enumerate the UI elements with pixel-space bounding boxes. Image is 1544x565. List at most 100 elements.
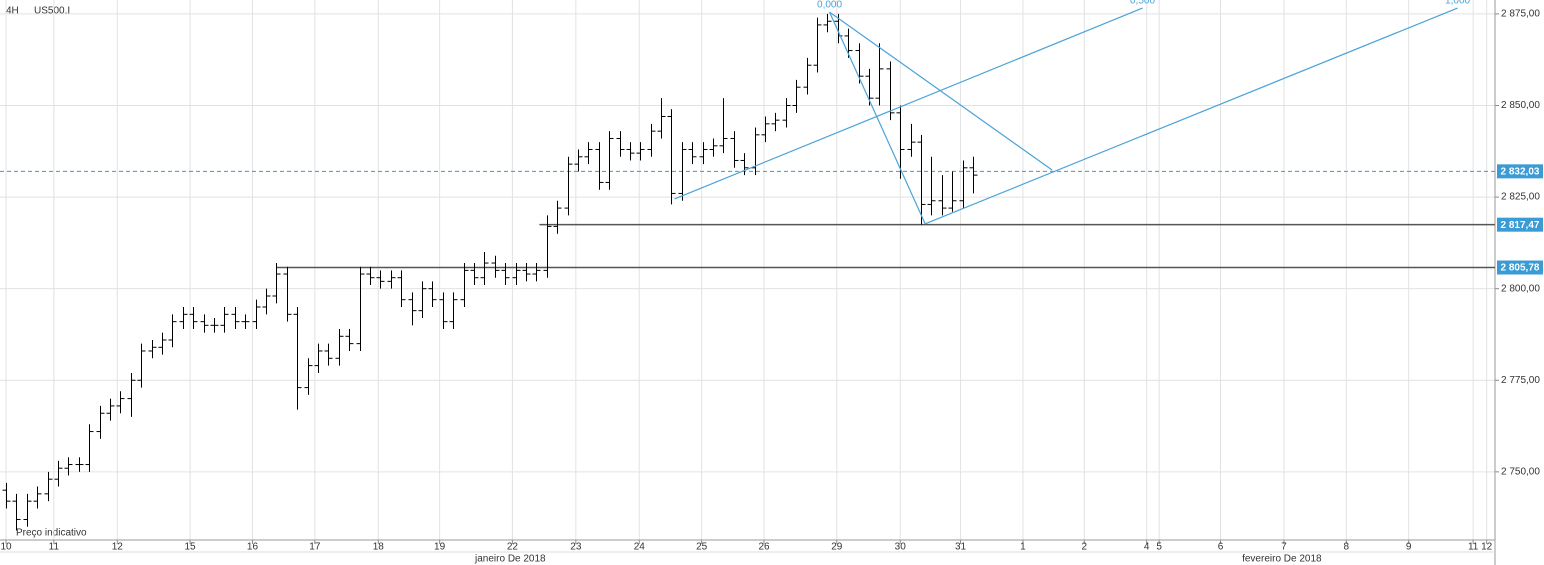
ohlc-bar: [33, 486, 42, 509]
ohlc-bar: [96, 405, 105, 439]
ohlc-bar: [491, 255, 500, 278]
x-tick-label: 24: [634, 542, 646, 553]
ohlc-bar: [470, 263, 479, 286]
ohlc-bar: [532, 263, 541, 282]
ohlc-bar: [44, 471, 53, 502]
ohlc-bar: [823, 13, 832, 33]
ohlc-bar: [137, 343, 146, 388]
x-tick-label: 23: [570, 542, 582, 553]
price-label-box: [1497, 217, 1543, 232]
ohlc-bar: [460, 263, 469, 308]
ohlc-bar: [969, 156, 978, 194]
ohlc-bar: [917, 134, 926, 225]
ohlc-bar: [636, 142, 645, 161]
ohlc-bar: [543, 215, 552, 278]
ohlc-bar: [959, 160, 968, 209]
ohlc-bar: [761, 116, 770, 143]
ohlc-bar: [678, 142, 687, 201]
price-label: 2 817,47: [1501, 220, 1540, 231]
x-tick-label: 19: [434, 542, 446, 553]
ohlc-bar: [168, 314, 177, 348]
ohlc-bar: [397, 270, 406, 308]
ohlc-bar: [938, 175, 947, 216]
ohlc-bar: [657, 98, 666, 139]
ohlc-bar: [907, 123, 916, 157]
trend-line: [674, 7, 1143, 200]
ohlc-bar: [210, 317, 219, 333]
ohlc-bar: [85, 424, 94, 472]
ohlc-bar: [626, 142, 635, 161]
ohlc-bar: [324, 343, 333, 366]
x-tick-label: 31: [955, 542, 967, 553]
fib-label: 0,000: [817, 0, 842, 11]
price-label-box: [1497, 260, 1543, 275]
ohlc-bar: [574, 149, 583, 172]
ohlc-bar: [106, 398, 115, 421]
ohlc-bar: [418, 281, 427, 318]
ohlc-bar: [522, 263, 531, 282]
ohlc-bar: [605, 131, 614, 190]
ohlc-bar: [803, 57, 812, 95]
ohlc-bar: [927, 156, 936, 216]
ohlc-bar: [709, 138, 718, 157]
y-tick-label: 2 750,00: [1501, 466, 1540, 477]
note: Preço indicativo: [16, 528, 87, 539]
x-tick-label: 6: [1218, 542, 1224, 553]
ohlc-bar: [23, 493, 32, 527]
ohlc-bar: [335, 328, 344, 366]
ohlc-bar: [252, 299, 261, 329]
ohlc-bar: [387, 270, 396, 289]
ohlc-bar: [54, 460, 63, 487]
x-tick-label: 16: [247, 542, 259, 553]
ohlc-bar: [512, 263, 521, 286]
symbol: US500.I: [34, 6, 70, 17]
ohlc-bar: [896, 105, 905, 179]
timeframe: 4H: [6, 6, 19, 17]
ohlc-bar: [127, 372, 136, 417]
x-tick-label: 18: [373, 542, 385, 553]
trend-line: [828, 11, 926, 225]
trend-line: [829, 11, 1053, 171]
ohlc-bar: [75, 457, 84, 472]
ohlc-bar: [179, 307, 188, 329]
ohlc-bar: [647, 123, 656, 157]
ohlc-bar: [480, 252, 489, 286]
ohlc-bar: [948, 171, 957, 212]
x-tick-label: 7: [1281, 542, 1287, 553]
ohlc-bar: [200, 314, 209, 333]
ohlc-bar: [813, 17, 822, 73]
ohlc-bar: [699, 142, 708, 165]
ohlc-bar: [616, 131, 625, 157]
ohlc-bar: [241, 314, 250, 329]
ohlc-bar: [64, 457, 73, 476]
y-tick-label: 2 825,00: [1501, 192, 1540, 203]
ohlc-bar: [667, 109, 676, 205]
ohlc-bar: [220, 307, 229, 333]
ohlc-bar: [356, 266, 365, 351]
x-tick-label: 11: [1468, 542, 1479, 553]
ohlc-bar: [408, 292, 417, 326]
ohlc-bar: [553, 200, 562, 234]
x-tick-label: 30: [895, 542, 907, 553]
price-label-box: [1497, 164, 1543, 179]
ohlc-bar: [428, 281, 437, 308]
ohlc-bar: [730, 131, 739, 168]
x-tick-label: 26: [758, 542, 770, 553]
x-tick-label: 8: [1344, 542, 1350, 553]
ohlc-bar: [12, 493, 21, 531]
y-tick-label: 2 850,00: [1501, 100, 1540, 111]
ohlc-bar: [688, 142, 697, 165]
y-tick-label: 2 800,00: [1501, 283, 1540, 294]
ohlc-bar: [231, 307, 240, 329]
ohlc-bar: [792, 79, 801, 113]
ohlc-bar: [564, 156, 573, 216]
y-tick-label: 2 775,00: [1501, 375, 1540, 386]
ohlc-bar: [501, 263, 510, 286]
ohlc-bar: [272, 263, 281, 304]
ohlc-bar: [158, 332, 167, 355]
ohlc-bar: [2, 482, 11, 509]
ohlc-bar: [376, 270, 385, 289]
price-label: 2 832,03: [1501, 166, 1540, 177]
ohlc-bar: [449, 292, 458, 329]
